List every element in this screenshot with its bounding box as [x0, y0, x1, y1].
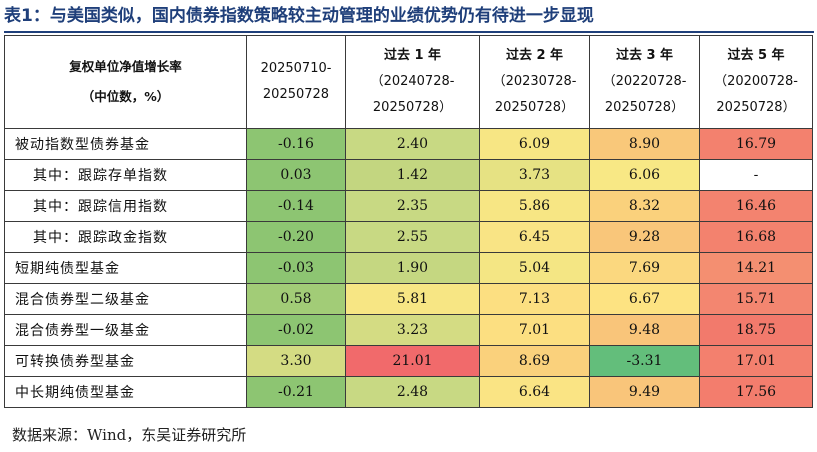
value-cell: 0.58 — [246, 283, 346, 315]
value-cell: 14.21 — [699, 252, 813, 284]
row-label: 其中：跟踪政金指数 — [4, 221, 247, 253]
period-line3: 20250728） — [604, 100, 685, 115]
value-cell: 7.01 — [479, 314, 590, 346]
value-cell: 2.55 — [345, 221, 480, 253]
header-period-1: 过去 1 年 （20240728- 20250728） — [345, 35, 480, 129]
header-label-line2: （中位数，%） — [81, 89, 170, 104]
table-row: 中长期纯债型基金 -0.21 2.48 6.64 9.49 17.56 — [4, 376, 813, 408]
period-line1: 过去 3 年 — [615, 48, 674, 63]
row-label: 混合债券型一级基金 — [4, 314, 247, 346]
value-cell: -0.02 — [246, 314, 346, 346]
value-cell: 7.13 — [479, 283, 590, 315]
value-cell: 3.23 — [345, 314, 480, 346]
table-row: 其中：跟踪信用指数 -0.14 2.35 5.86 8.32 16.46 — [4, 190, 813, 222]
table-title: 表1：与美国类似，国内债券指数策略较主动管理的业绩优势仍有待进一步显现 — [4, 6, 594, 26]
value-cell: -0.16 — [246, 128, 346, 160]
returns-table: 复权单位净值增长率 （中位数，%） 20250710- 20250728 过去 … — [4, 35, 813, 408]
period-line1: 20250710- — [260, 61, 332, 76]
value-cell: 6.64 — [479, 376, 590, 408]
header-label-line1: 复权单位净值增长率 — [69, 59, 182, 74]
table-row: 短期纯债型基金 -0.03 1.90 5.04 7.69 14.21 — [4, 252, 813, 284]
value-cell: 2.35 — [345, 190, 480, 222]
value-cell: 6.06 — [589, 159, 700, 191]
table-row: 其中：跟踪存单指数 0.03 1.42 3.73 6.06- — [4, 159, 813, 191]
period-line2: 20250728 — [262, 87, 330, 102]
period-line1: 过去 5 年 — [727, 48, 785, 63]
value-cell: 5.81 — [345, 283, 480, 315]
value-cell: 2.40 — [345, 128, 480, 160]
row-label: 其中：跟踪信用指数 — [4, 190, 247, 222]
table-body: 被动指数型债券基金 -0.16 2.40 6.09 8.90 16.79 其中：跟踪存单指数… — [4, 128, 813, 408]
value-cell: -0.03 — [246, 252, 346, 284]
value-cell: 0.03 — [246, 159, 346, 191]
value-cell: 17.56 — [699, 376, 813, 408]
period-line3: 20250728） — [716, 100, 796, 115]
title-underline — [4, 31, 814, 33]
row-label: 中长期纯债型基金 — [4, 376, 247, 408]
value-cell: 6.67 — [589, 283, 700, 315]
value-cell: 2.48 — [345, 376, 480, 408]
value-cell: -0.20 — [246, 221, 346, 253]
value-cell: 3.73 — [479, 159, 590, 191]
period-line2: （20230728- — [492, 74, 577, 89]
row-label: 其中：跟踪存单指数 — [4, 159, 247, 191]
value-cell: 16.46 — [699, 190, 813, 222]
table-header-row: 复权单位净值增长率 （中位数，%） 20250710- 20250728 过去 … — [4, 35, 813, 129]
value-cell: 9.28 — [589, 221, 700, 253]
value-cell: 21.01 — [345, 345, 480, 377]
row-label: 混合债券型二级基金 — [4, 283, 247, 315]
period-line2: （20220728- — [602, 74, 687, 89]
value-cell: 8.32 — [589, 190, 700, 222]
value-cell: 3.30 — [246, 345, 346, 377]
value-cell: 5.86 — [479, 190, 590, 222]
value-cell: 16.79 — [699, 128, 813, 160]
table-row: 被动指数型债券基金 -0.16 2.40 6.09 8.90 16.79 — [4, 128, 813, 160]
period-line3: 20250728） — [494, 100, 575, 115]
row-label: 被动指数型债券基金 — [4, 128, 247, 160]
value-cell: 15.71 — [699, 283, 813, 315]
row-label: 可转换债券型基金 — [4, 345, 247, 377]
period-line3: 20250728） — [372, 100, 453, 115]
header-label-cell: 复权单位净值增长率 （中位数，%） — [4, 35, 247, 129]
source-note: 数据来源：Wind，东吴证券研究所 — [12, 426, 247, 444]
row-label: 短期纯债型基金 — [4, 252, 247, 284]
header-period-0: 20250710- 20250728 — [246, 35, 346, 129]
value-cell: 9.49 — [589, 376, 700, 408]
period-line2: （20240728- — [370, 74, 455, 89]
value-cell: 8.69 — [479, 345, 590, 377]
period-line1: 过去 2 年 — [505, 48, 564, 63]
value-cell: - — [699, 159, 813, 191]
table-row: 可转换债券型基金 3.30 21.01 8.69 -3.31 17.01 — [4, 345, 813, 377]
value-cell: 6.09 — [479, 128, 590, 160]
value-cell: 6.45 — [479, 221, 590, 253]
header-period-3: 过去 3 年 （20220728- 20250728） — [589, 35, 700, 129]
period-line1: 过去 1 年 — [383, 48, 442, 63]
value-cell: 17.01 — [699, 345, 813, 377]
value-cell: 5.04 — [479, 252, 590, 284]
value-cell: 9.48 — [589, 314, 700, 346]
period-line2: （20200728- — [714, 74, 798, 89]
value-cell: -0.14 — [246, 190, 346, 222]
value-cell: -0.21 — [246, 376, 346, 408]
value-cell: 18.75 — [699, 314, 813, 346]
table-row: 混合债券型一级基金 -0.02 3.23 7.01 9.48 18.75 — [4, 314, 813, 346]
value-cell: 7.69 — [589, 252, 700, 284]
value-cell: 1.42 — [345, 159, 480, 191]
value-cell: 1.90 — [345, 252, 480, 284]
value-cell: 16.68 — [699, 221, 813, 253]
table-row: 其中：跟踪政金指数 -0.20 2.55 6.45 9.28 16.68 — [4, 221, 813, 253]
table-row: 混合债券型二级基金 0.58 5.81 7.13 6.67 15.71 — [4, 283, 813, 315]
value-cell: -3.31 — [589, 345, 700, 377]
header-period-4: 过去 5 年 （20200728- 20250728） — [699, 35, 813, 129]
value-cell: 8.90 — [589, 128, 700, 160]
header-period-2: 过去 2 年 （20230728- 20250728） — [479, 35, 590, 129]
